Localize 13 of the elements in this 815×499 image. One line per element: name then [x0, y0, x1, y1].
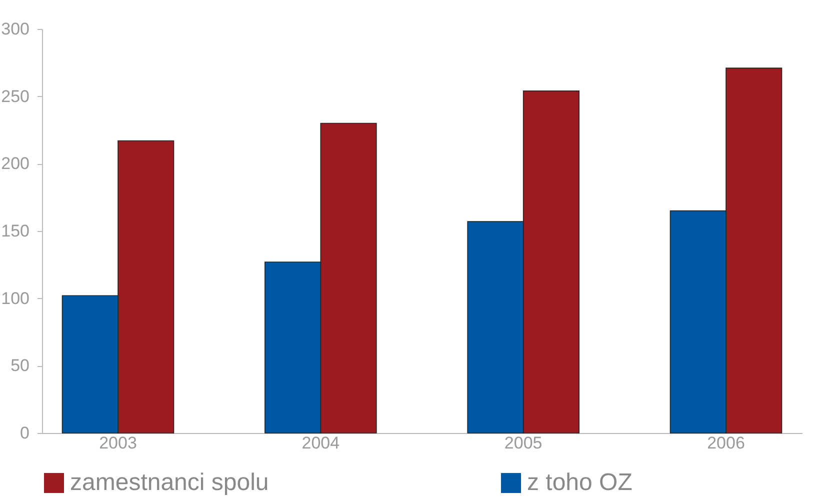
y-tick-label: 200 [1, 154, 30, 174]
y-tick-label: 250 [1, 86, 30, 106]
x-tick-label: 2003 [99, 434, 137, 452]
y-tick-label: 100 [1, 288, 30, 308]
legend-label: zamestnanci spolu [70, 469, 269, 496]
x-tick-label: 2006 [707, 434, 745, 452]
x-tick-label: 2005 [504, 434, 542, 452]
x-tick-label: 2004 [302, 434, 340, 452]
y-tick-label: 0 [20, 424, 30, 442]
y-tick-label: 150 [1, 222, 30, 240]
y-tick-label: 300 [1, 20, 30, 38]
y-tick-label: 50 [10, 356, 30, 376]
legend-label: z toho OZ [527, 469, 632, 496]
